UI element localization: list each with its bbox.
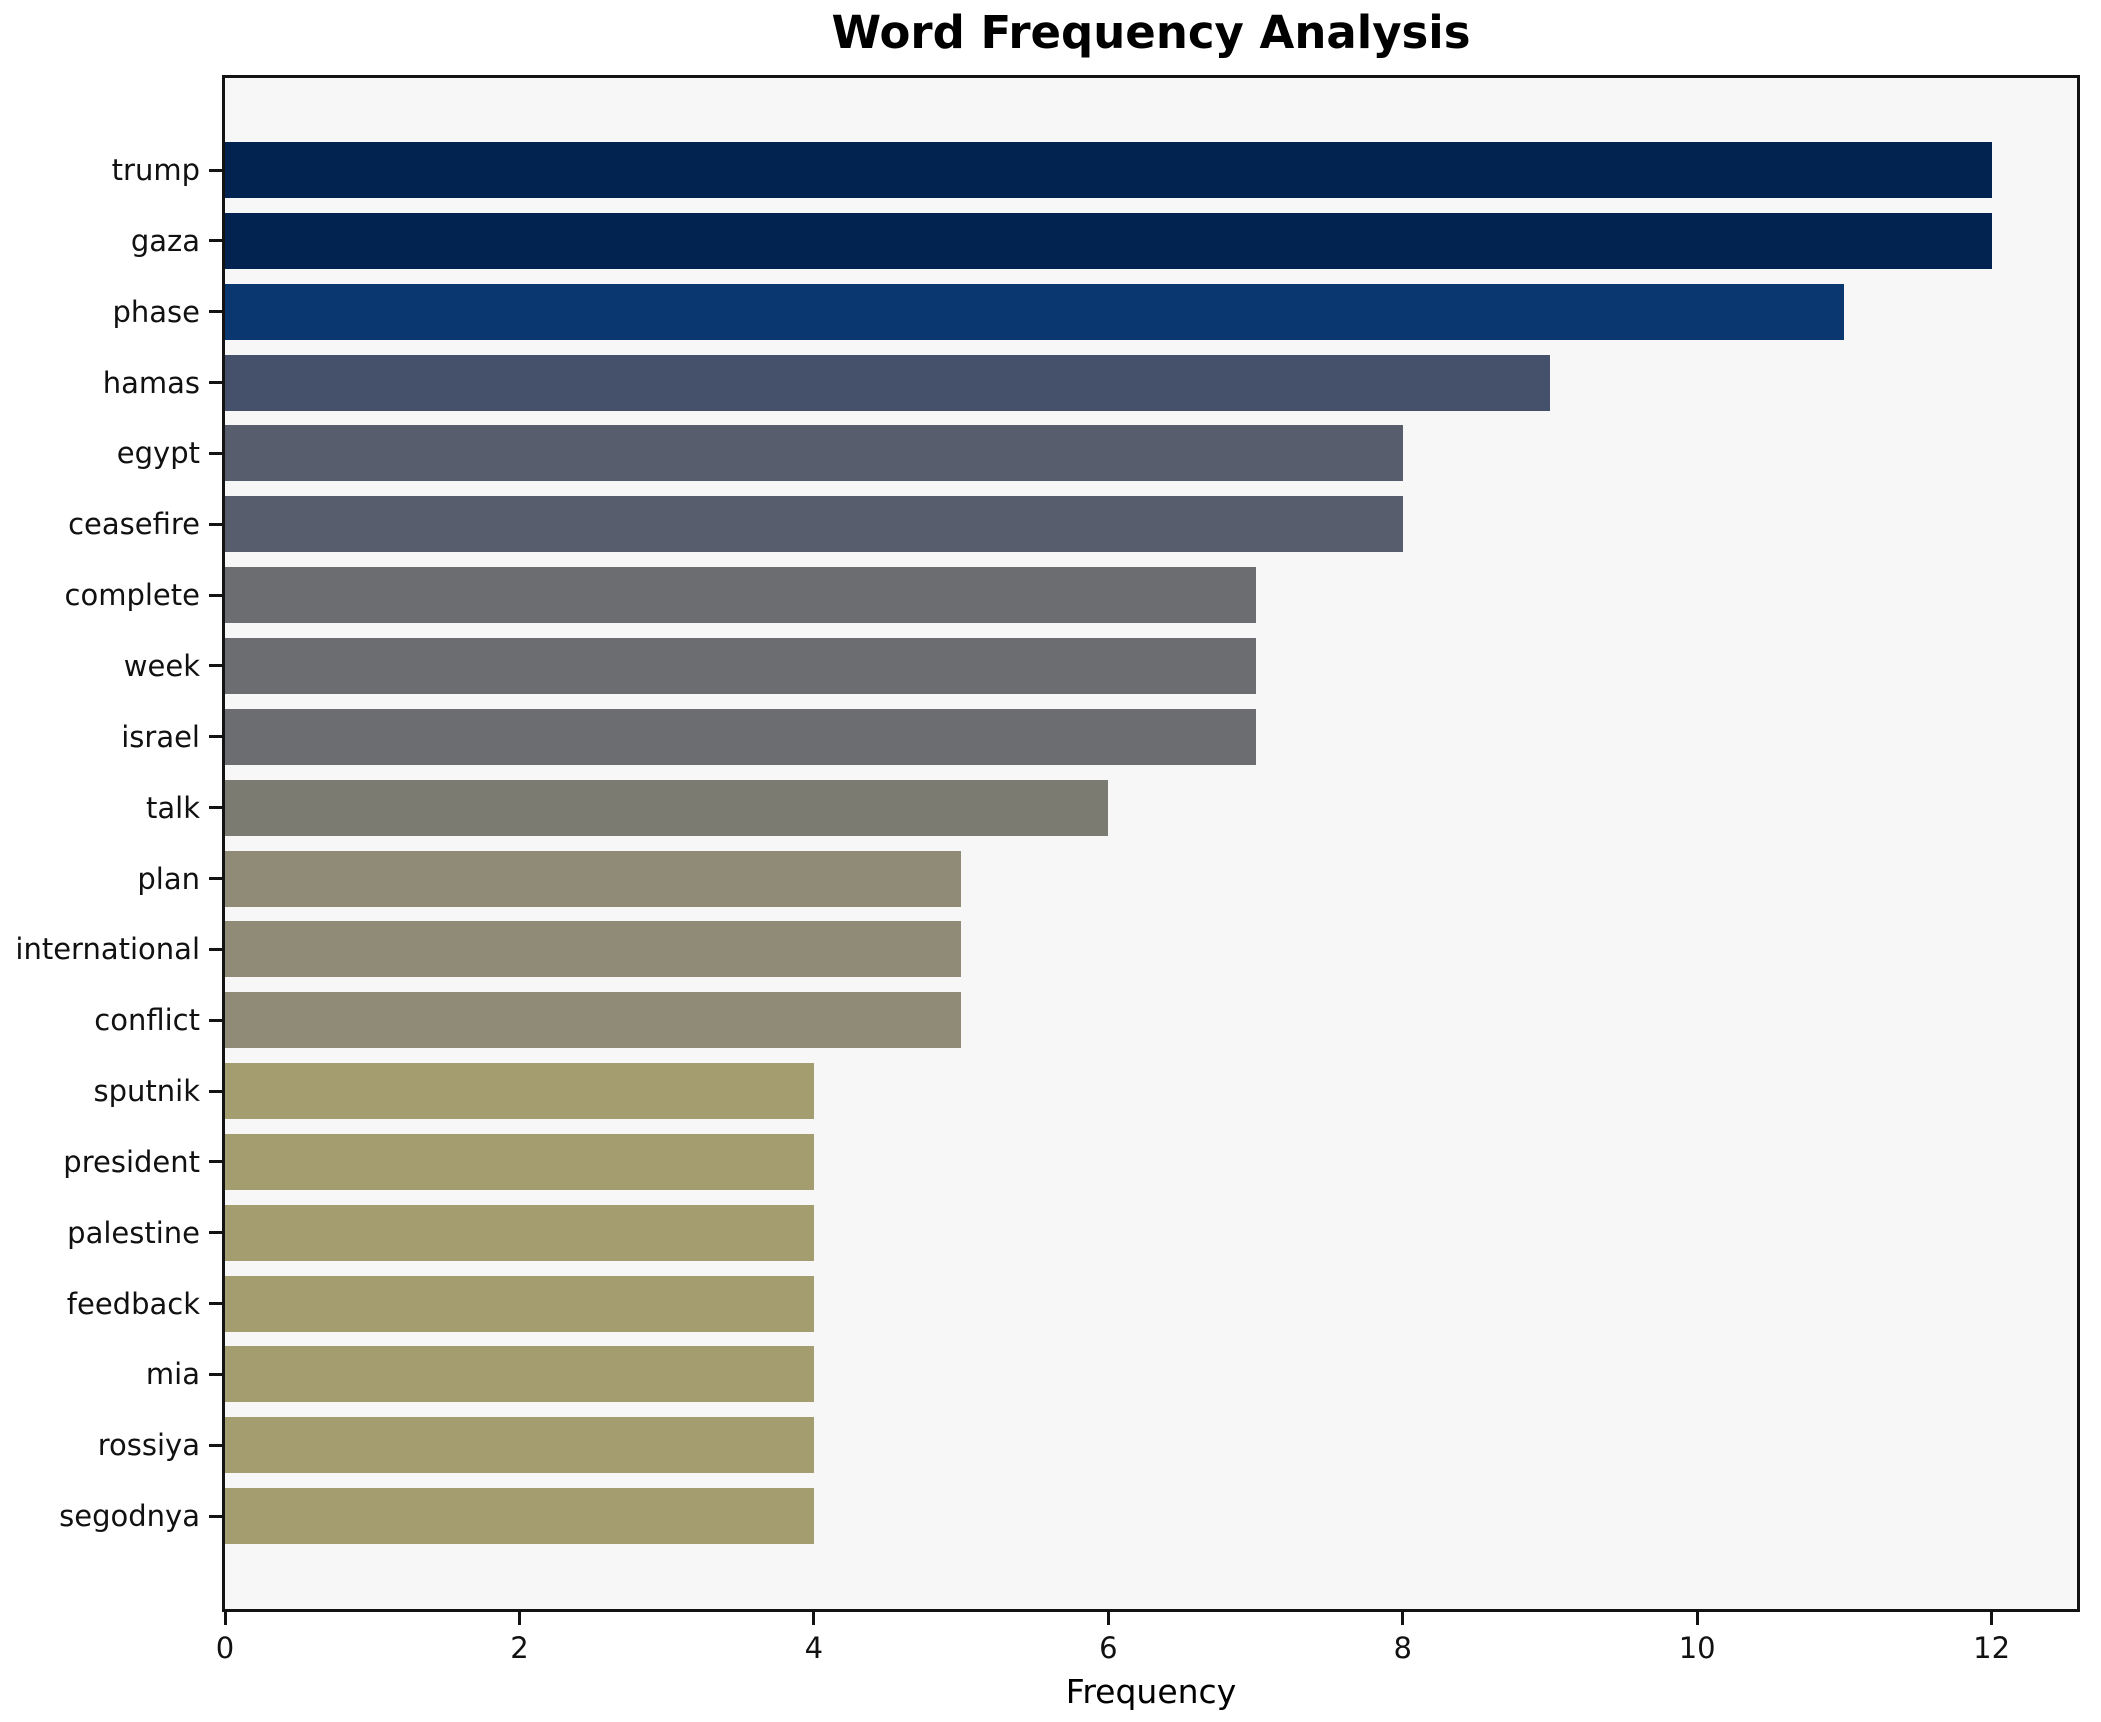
y-tick-mark: [209, 735, 222, 739]
bar: [225, 1133, 814, 1190]
x-axis-title: Frequency: [1065, 1672, 1237, 1711]
bar: [225, 992, 962, 1049]
y-tick-mark: [209, 451, 222, 455]
plot-area: [222, 75, 2080, 1612]
y-tick-label: rossiya: [97, 1428, 200, 1463]
y-tick-label: sputnik: [93, 1074, 201, 1109]
y-tick-mark: [209, 806, 222, 810]
x-tick-mark: [812, 1612, 816, 1625]
bar: [225, 1204, 814, 1261]
bar: [225, 496, 1403, 553]
y-tick-label: complete: [64, 578, 200, 613]
bar: [225, 212, 1992, 269]
bar: [225, 779, 1109, 836]
y-tick-label: conflict: [94, 1003, 200, 1038]
y-tick-mark: [209, 1089, 222, 1093]
y-tick-label: gaza: [130, 223, 200, 258]
bar: [225, 1417, 814, 1474]
y-tick-label: feedback: [66, 1286, 200, 1321]
x-tick-label: 8: [1393, 1631, 1412, 1665]
y-tick-label: international: [15, 932, 200, 967]
y-tick-mark: [209, 381, 222, 385]
x-tick-mark: [1695, 1612, 1699, 1625]
bar: [225, 850, 962, 907]
bar: [225, 1063, 814, 1120]
y-tick-label: hamas: [102, 365, 200, 400]
x-tick-mark: [1106, 1612, 1110, 1625]
y-tick-mark: [209, 168, 222, 172]
bar: [225, 708, 1256, 765]
y-tick-label: israel: [121, 719, 200, 754]
y-tick-mark: [209, 1160, 222, 1164]
x-tick-mark: [517, 1612, 521, 1625]
y-tick-label: president: [63, 1144, 200, 1179]
y-tick-mark: [209, 310, 222, 314]
x-tick-mark: [1990, 1612, 1994, 1625]
y-tick-label: talk: [146, 790, 200, 825]
y-tick-label: palestine: [67, 1215, 200, 1250]
y-tick-label: segodnya: [59, 1499, 200, 1534]
y-tick-label: plan: [137, 861, 200, 896]
y-tick-mark: [209, 522, 222, 526]
bar: [225, 637, 1256, 694]
x-tick-label: 6: [1099, 1631, 1118, 1665]
y-tick-label: trump: [111, 153, 200, 187]
x-tick-label: 2: [510, 1631, 529, 1665]
bar: [225, 921, 962, 978]
y-tick-mark: [209, 877, 222, 880]
y-tick-mark: [209, 947, 222, 951]
bar: [225, 142, 1992, 198]
bar: [225, 1346, 814, 1403]
y-tick-label: week: [123, 648, 200, 683]
y-tick-mark: [209, 1231, 222, 1235]
bar: [225, 567, 1256, 624]
bar: [225, 425, 1403, 482]
x-tick-label: 10: [1678, 1631, 1716, 1665]
y-tick-label: egypt: [116, 436, 200, 471]
chart-title: Word Frequency Analysis: [831, 6, 1471, 59]
y-tick-label: ceasefire: [68, 507, 200, 542]
y-tick-mark: [209, 1514, 222, 1518]
y-tick-mark: [209, 1302, 222, 1306]
bar: [225, 283, 1845, 340]
x-tick-mark: [223, 1612, 227, 1625]
y-tick-label: mia: [145, 1357, 200, 1392]
y-tick-mark: [209, 664, 222, 668]
x-tick-mark: [1401, 1612, 1405, 1625]
y-tick-mark: [209, 1018, 222, 1022]
bar: [225, 1275, 814, 1332]
y-tick-label: phase: [112, 294, 200, 329]
bar: [225, 354, 1550, 411]
y-tick-mark: [209, 1372, 222, 1376]
x-tick-label: 4: [804, 1631, 824, 1665]
x-tick-label: 12: [1973, 1631, 2011, 1665]
y-tick-mark: [209, 1443, 222, 1447]
bar: [225, 1488, 814, 1545]
y-tick-mark: [209, 593, 222, 597]
y-tick-mark: [209, 239, 222, 243]
x-tick-label: 0: [215, 1631, 235, 1665]
